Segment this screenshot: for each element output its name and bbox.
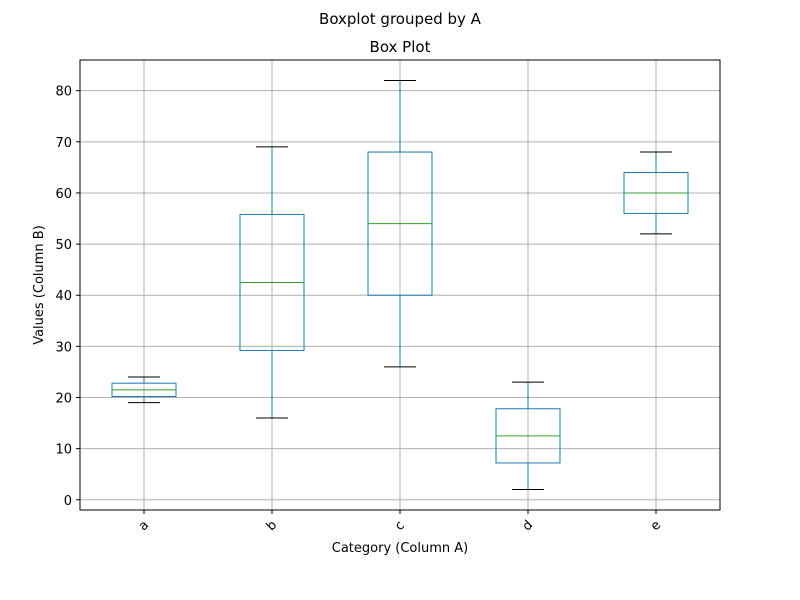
box-group-e (623, 151, 689, 235)
y-tick-label: 60 (55, 187, 72, 202)
y-tick-label: 30 (55, 340, 72, 355)
box-group-a (111, 376, 177, 404)
y-tick-label: 20 (55, 392, 72, 407)
y-tick-label: 50 (55, 238, 72, 253)
box-group-c (367, 79, 433, 368)
y-tick-label: 0 (64, 494, 72, 509)
box-group-b (239, 146, 305, 419)
y-tick-label: 70 (55, 136, 72, 151)
y-tick-label: 80 (55, 85, 72, 100)
box-layer (111, 79, 689, 491)
y-axis-ticks: 0 10 20 30 40 50 60 70 80 (55, 85, 80, 509)
x-axis-label: Category (Column A) (332, 541, 468, 556)
y-tick-label: 40 (55, 289, 72, 304)
grid-layer (80, 60, 720, 510)
y-tick-label: 10 (55, 443, 72, 458)
figure-suptitle: Boxplot grouped by A (319, 10, 482, 28)
y-axis-label: Values (Column B) (32, 225, 47, 345)
chart-title: Box Plot (370, 38, 431, 56)
box-group-d (495, 381, 561, 491)
